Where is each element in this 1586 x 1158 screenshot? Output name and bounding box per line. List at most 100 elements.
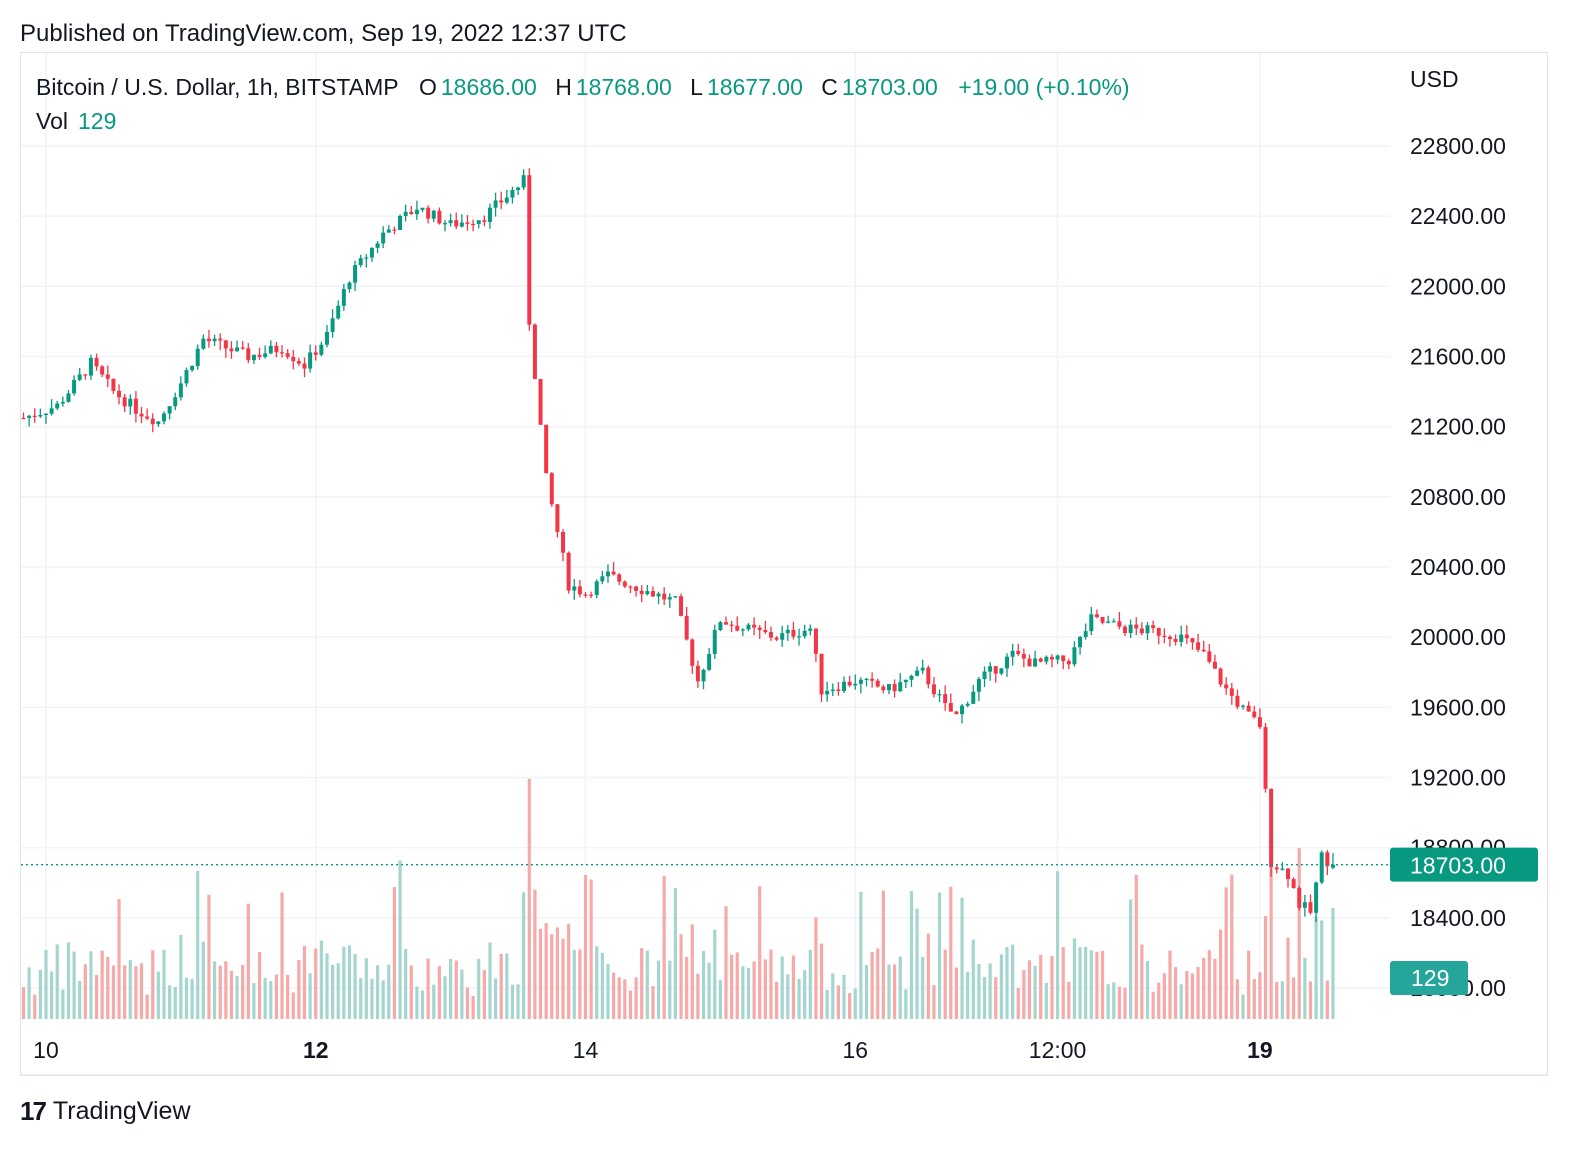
volume-bar: [27, 967, 31, 1019]
high-value: 18768.00: [575, 74, 672, 100]
candle-body: [813, 628, 818, 654]
volume-bar: [106, 956, 110, 1019]
volume-bar: [398, 860, 402, 1019]
volume-bar: [1145, 961, 1150, 1019]
candle-body: [1033, 658, 1038, 667]
candle-body: [201, 338, 206, 349]
volume-bar: [1258, 972, 1262, 1019]
volume-bar: [291, 992, 295, 1019]
volume-bar: [190, 978, 194, 1019]
tradingview-footer[interactable]: 17 TradingView: [20, 1096, 191, 1127]
volume-bar: [1061, 947, 1065, 1019]
volume-bar: [212, 961, 217, 1019]
x-tick-label: 14: [573, 1037, 599, 1063]
volume-bar: [966, 971, 970, 1019]
volume-bar: [100, 950, 104, 1019]
candle-body: [1291, 879, 1296, 889]
candle-body: [358, 258, 363, 266]
volume-bar: [926, 933, 930, 1019]
candle-body: [1066, 661, 1071, 665]
candle-body: [111, 378, 116, 391]
volume-bar: [1095, 951, 1099, 1019]
volume-bar: [1134, 874, 1138, 1019]
candle-body: [1224, 684, 1229, 689]
candle-body: [319, 344, 324, 355]
candle-body: [791, 629, 796, 637]
candle-body: [263, 353, 268, 357]
volume-bar: [235, 976, 239, 1019]
volume-bar: [432, 984, 436, 1019]
volume-bar: [550, 934, 554, 1019]
candle-body: [802, 630, 807, 637]
candle-body: [471, 223, 476, 226]
last-price-label: 18703.00: [1410, 853, 1506, 879]
candle-body: [465, 222, 470, 224]
volume-bar: [1230, 874, 1234, 1019]
volume-bar: [314, 948, 318, 1019]
y-tick-label: 20400.00: [1410, 554, 1506, 580]
volume-bar: [1005, 946, 1009, 1019]
volume-bar: [286, 975, 290, 1019]
candle-body: [892, 684, 897, 692]
volume-bar: [437, 966, 441, 1019]
volume-bar: [617, 977, 621, 1019]
candle-body: [785, 629, 790, 634]
volume-bar: [1297, 848, 1301, 1019]
volume-bar: [685, 957, 689, 1019]
volume-bar: [1235, 979, 1240, 1019]
candle-body: [1061, 655, 1066, 662]
volume-bar: [718, 979, 722, 1019]
volume-bar: [724, 906, 728, 1019]
candle-body: [864, 678, 869, 681]
candle-body: [1089, 614, 1094, 632]
candle-body: [645, 591, 650, 595]
candle-body: [1319, 852, 1324, 883]
candle-body: [757, 627, 762, 630]
candle-body: [139, 413, 144, 417]
volume-bar: [1123, 987, 1127, 1019]
candle-body: [909, 675, 914, 680]
candle-body: [1280, 868, 1285, 870]
volume-bar: [505, 953, 509, 1019]
candle-body: [302, 363, 307, 369]
candle-body: [527, 175, 532, 325]
volume-bar: [988, 963, 992, 1019]
candle-body: [190, 366, 195, 371]
volume-bar: [392, 887, 397, 1019]
volume-bar: [493, 978, 498, 1019]
volume-bar: [1179, 984, 1183, 1019]
candle-body: [1212, 661, 1217, 669]
candle-body: [763, 629, 768, 633]
candle-body: [341, 289, 346, 306]
candle-body: [926, 667, 931, 685]
candle-body: [842, 681, 847, 691]
y-tick-label: 18400.00: [1410, 905, 1506, 931]
volume-bar: [353, 954, 357, 1019]
volume-bar: [173, 986, 177, 1019]
volume-bar: [134, 966, 138, 1019]
low-label: L: [690, 74, 703, 100]
candle-body: [459, 222, 464, 227]
volume-bar: [1022, 970, 1026, 1019]
volume-bar: [308, 973, 312, 1019]
candle-body: [746, 624, 751, 630]
candle-body: [72, 379, 77, 394]
candle-body: [426, 207, 431, 219]
volume-bar: [893, 964, 897, 1019]
candle-body: [538, 379, 543, 425]
volume-bar: [1331, 907, 1335, 1019]
volume-bar: [746, 967, 751, 1019]
candle-body: [1094, 614, 1099, 618]
candle-body: [768, 632, 773, 638]
volume-bar: [937, 892, 942, 1019]
candle-body: [679, 596, 684, 616]
volume-bar: [1320, 920, 1324, 1019]
volume-bar: [640, 948, 644, 1019]
volume-bar: [1280, 981, 1284, 1019]
volume-bar: [887, 964, 891, 1019]
candle-body: [133, 398, 138, 414]
candle-body: [819, 653, 824, 695]
volume-bar: [387, 964, 391, 1019]
candle-body: [493, 200, 498, 208]
